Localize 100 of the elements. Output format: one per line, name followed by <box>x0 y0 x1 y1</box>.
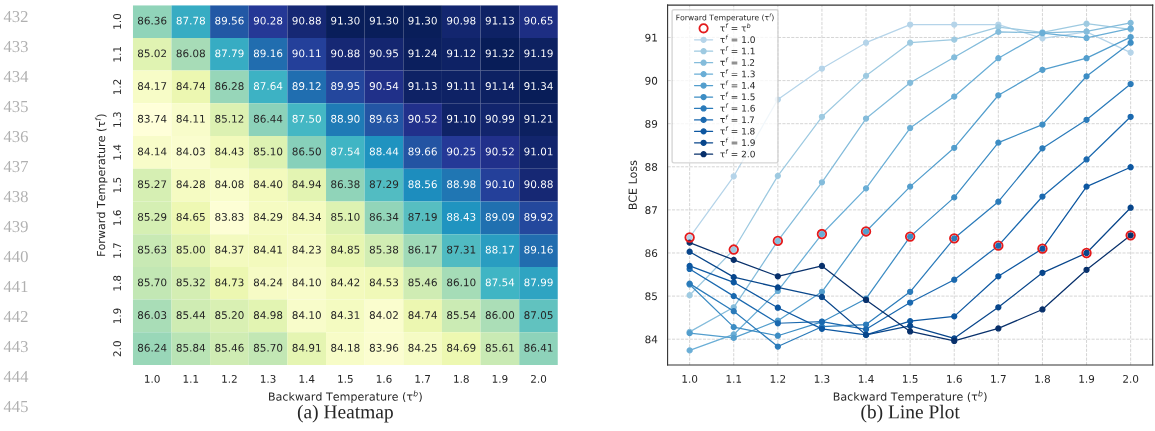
data-label: 91.10 <box>447 114 476 123</box>
x-tick-label: 1.8 <box>454 374 469 383</box>
y-tick-label: 1.9 <box>113 308 122 324</box>
x-tick-label: 1.4 <box>299 375 315 383</box>
text: 439 <box>3 220 28 233</box>
data-label: 84.74 <box>176 82 206 90</box>
data-label: 85.27 <box>137 180 167 189</box>
data-label: 84.65 <box>176 212 205 221</box>
text: 438 <box>3 190 28 203</box>
data-label: 90.65 <box>524 16 553 25</box>
legend-label: τ$^{f}$ = 1.1 <box>720 46 755 55</box>
data-label: 89.16 <box>253 49 283 58</box>
legend-label: τ$^{f}$ = 1.8 <box>720 126 755 135</box>
data-label: 83.83 <box>215 212 244 221</box>
data-label: 86.34 <box>369 212 399 221</box>
x-tick-label: 1.1 <box>726 375 742 383</box>
data-label: 83.74 <box>137 114 167 123</box>
text: 444 <box>3 371 29 383</box>
text: 436 <box>3 130 28 143</box>
data-label: 85.84 <box>176 343 206 352</box>
x-tick-label: 1.2 <box>770 374 786 383</box>
data-label: 86.17 <box>408 245 437 254</box>
data-label: 90.88 <box>292 16 321 25</box>
data-label: 86.03 <box>137 311 167 319</box>
data-label: 85.70 <box>137 278 167 287</box>
data-label: 91.34 <box>524 82 553 90</box>
data-label: 85.10 <box>253 147 283 156</box>
data-label: 87.54 <box>331 147 360 156</box>
data-label: 85.32 <box>176 278 205 287</box>
data-label: 91.11 <box>447 82 476 90</box>
data-label: 91.30 <box>408 16 437 25</box>
data-label: 91.14 <box>485 82 515 90</box>
data-label: 84.28 <box>176 180 205 189</box>
data-label: 91.30 <box>369 16 399 25</box>
x-tick-label: 1.3 <box>260 374 276 383</box>
x-tick-label: 2.0 <box>531 374 547 383</box>
data-label: 90.54 <box>369 82 399 90</box>
y-tick-label: 1.0 <box>113 13 122 29</box>
data-label: 83.96 <box>369 343 399 352</box>
data-label: 86.08 <box>176 49 205 58</box>
data-label: 84.03 <box>176 147 205 156</box>
x-tick-label: 1.6 <box>947 374 962 383</box>
y-axis-title: Forward Temperature (τ$^{f}$) <box>94 114 108 256</box>
data-label: 84.37 <box>215 245 244 254</box>
data-label: 87.64 <box>253 82 283 90</box>
data-label: 85.54 <box>447 311 476 319</box>
x-tick-label: 2.0 <box>1123 374 1139 383</box>
data-label: 89.09 <box>485 212 515 221</box>
text: 443 <box>3 340 28 353</box>
data-label: 85.46 <box>215 343 244 352</box>
text: 441 <box>3 281 28 293</box>
data-label: 86.00 <box>485 311 515 319</box>
data-label: 90.52 <box>408 114 437 123</box>
y-axis-title: BCE Loss <box>628 160 637 210</box>
data-label: 91.30 <box>331 16 360 25</box>
data-label: 89.56 <box>215 16 244 25</box>
text: 435 <box>3 100 28 113</box>
data-label: 84.73 <box>215 278 244 287</box>
data-label: 91.21 <box>524 114 553 123</box>
data-label: 84.10 <box>292 278 321 287</box>
data-label: 85.29 <box>137 212 167 221</box>
legend-label: τ$^{f}$ = 1.6 <box>720 103 755 112</box>
y-tick-label: 1.4 <box>113 144 121 160</box>
data-label: 84.25 <box>408 343 437 352</box>
data-label: 86.41 <box>524 343 553 352</box>
legend-label: τ$^{f}$ = 2.0 <box>720 149 755 158</box>
data-label: 91.13 <box>408 82 437 90</box>
data-label: 90.88 <box>331 49 360 58</box>
y-tick-label: 1.2 <box>113 79 121 95</box>
data-label: 91.01 <box>524 147 553 156</box>
legend-label: τ$^{f}$ = 1.9 <box>720 137 755 147</box>
data-label: 86.10 <box>447 278 476 287</box>
legend-label: τ$^{f}$ = 1.0 <box>720 34 755 44</box>
text: (b) Line Plot <box>861 404 960 423</box>
text: 437 <box>3 160 28 173</box>
data-label: 88.17 <box>485 245 514 254</box>
data-label: 85.10 <box>331 212 360 221</box>
data-label: 86.28 <box>215 82 244 90</box>
data-label: 90.25 <box>447 147 476 156</box>
data-label: 90.98 <box>447 16 476 25</box>
x-tick-label: 1.8 <box>1035 374 1051 383</box>
data-label: 86.36 <box>137 16 167 25</box>
data-label: 89.63 <box>369 114 399 123</box>
data-label: 91.19 <box>524 49 553 58</box>
data-label: 88.44 <box>369 147 399 156</box>
text: 445 <box>3 401 28 413</box>
data-label: 87.31 <box>447 245 476 254</box>
x-tick-label: 1.5 <box>903 375 918 383</box>
text: 433 <box>3 40 28 53</box>
data-label: 90.88 <box>524 180 553 189</box>
y-tick-label: 90 <box>645 76 658 85</box>
legend-label: τ$^{f}$ = 1.4 <box>720 80 755 89</box>
data-label: 89.92 <box>524 212 553 221</box>
data-label: 89.16 <box>524 245 553 254</box>
data-label: 87.05 <box>524 311 553 319</box>
x-tick-label: 1.2 <box>222 374 237 383</box>
data-label: 90.28 <box>253 16 283 25</box>
y-tick-label: 89 <box>645 119 658 128</box>
data-label: 87.29 <box>369 180 399 189</box>
data-label: 84.31 <box>331 311 360 319</box>
